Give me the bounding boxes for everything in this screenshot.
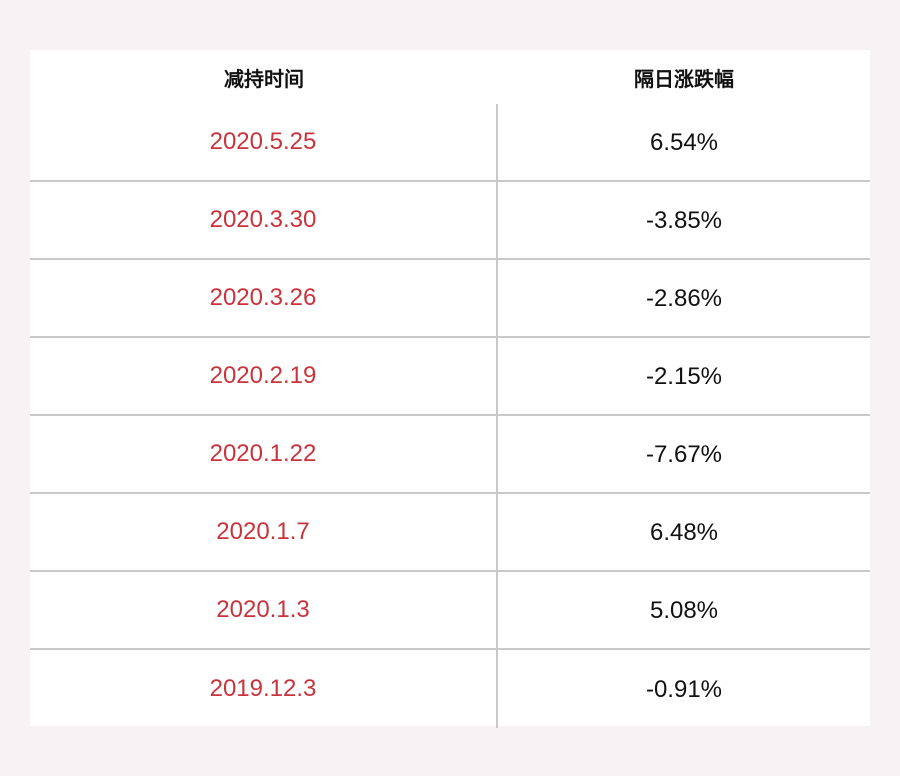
date-cell: 2020.1.22: [30, 416, 498, 492]
change-cell: -2.15%: [645, 363, 723, 390]
table-row: 2020.1.7 6.48%: [30, 494, 870, 572]
change-cell: -3.85%: [645, 207, 723, 234]
change-cell: 6.48%: [649, 519, 719, 546]
change-cell: 6.54%: [649, 129, 719, 156]
table-row: 2020.1.3 5.08%: [30, 572, 870, 650]
change-cell: -0.91%: [645, 676, 723, 703]
change-cell: -2.86%: [645, 285, 723, 312]
header-reduction-date: 减持时间: [224, 68, 304, 91]
table-row: 2020.3.26 -2.86%: [30, 260, 870, 338]
header-next-day-change: 隔日涨跌幅: [634, 68, 734, 91]
table-row: 2020.2.19 -2.15%: [30, 338, 870, 416]
change-cell: 5.08%: [649, 597, 719, 624]
date-cell: 2020.2.19: [30, 338, 498, 414]
date-cell: 2020.3.26: [30, 260, 498, 336]
table-body: 2020.5.25 6.54% 2020.3.30 -3.85% 2020.3.…: [30, 104, 870, 728]
table-row: 2020.5.25 6.54%: [30, 104, 870, 182]
table-row: 2019.12.3 -0.91%: [30, 650, 870, 728]
date-cell: 2020.5.25: [30, 104, 498, 180]
change-cell: -7.67%: [645, 441, 723, 468]
table-row: 2020.3.30 -3.85%: [30, 182, 870, 260]
date-cell: 2020.3.30: [30, 182, 498, 258]
table-header: 减持时间 隔日涨跌幅: [30, 50, 870, 104]
date-cell: 2020.1.3: [30, 572, 498, 648]
date-cell: 2020.1.7: [30, 494, 498, 570]
data-table: 减持时间 隔日涨跌幅 2020.5.25 6.54% 2020.3.30 -3.…: [30, 50, 870, 728]
table-row: 2020.1.22 -7.67%: [30, 416, 870, 494]
date-cell: 2019.12.3: [30, 650, 498, 728]
